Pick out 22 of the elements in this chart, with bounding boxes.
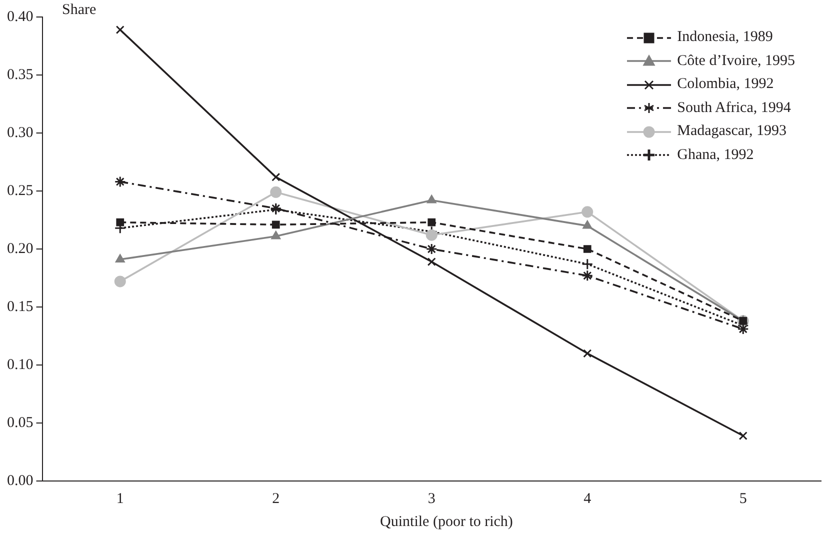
y-tick-label: 0.30 bbox=[7, 124, 34, 141]
x-tick-label: 3 bbox=[428, 490, 436, 507]
y-tick-label: 0.00 bbox=[7, 472, 34, 489]
y-tick-label: 0.15 bbox=[7, 298, 34, 315]
legend-label: Côte d’Ivoire, 1995 bbox=[677, 52, 795, 70]
y-tick-label: 0.35 bbox=[7, 66, 34, 83]
x-tick-label: 1 bbox=[116, 490, 124, 507]
x-tick-label: 2 bbox=[272, 490, 280, 507]
y-tick-label: 0.10 bbox=[7, 356, 34, 373]
x-tick-label: 4 bbox=[584, 490, 592, 507]
y-tick-label: 0.40 bbox=[7, 8, 34, 25]
y-tick-label: 0.20 bbox=[7, 240, 34, 257]
legend-label: Madagascar, 1993 bbox=[677, 123, 786, 140]
y-tick-label: 0.05 bbox=[7, 414, 34, 431]
x-axis-title: Quintile (poor to rich) bbox=[379, 514, 514, 531]
legend-label: Colombia, 1992 bbox=[677, 76, 774, 94]
legend-label: South Africa, 1994 bbox=[677, 100, 791, 117]
y-tick-label: 0.25 bbox=[7, 182, 34, 199]
legend-label: Ghana, 1992 bbox=[677, 146, 754, 164]
x-tick-label: 5 bbox=[739, 490, 747, 507]
legend-label: Indonesia, 1989 bbox=[677, 29, 773, 46]
y-axis-title: Share bbox=[62, 2, 96, 19]
